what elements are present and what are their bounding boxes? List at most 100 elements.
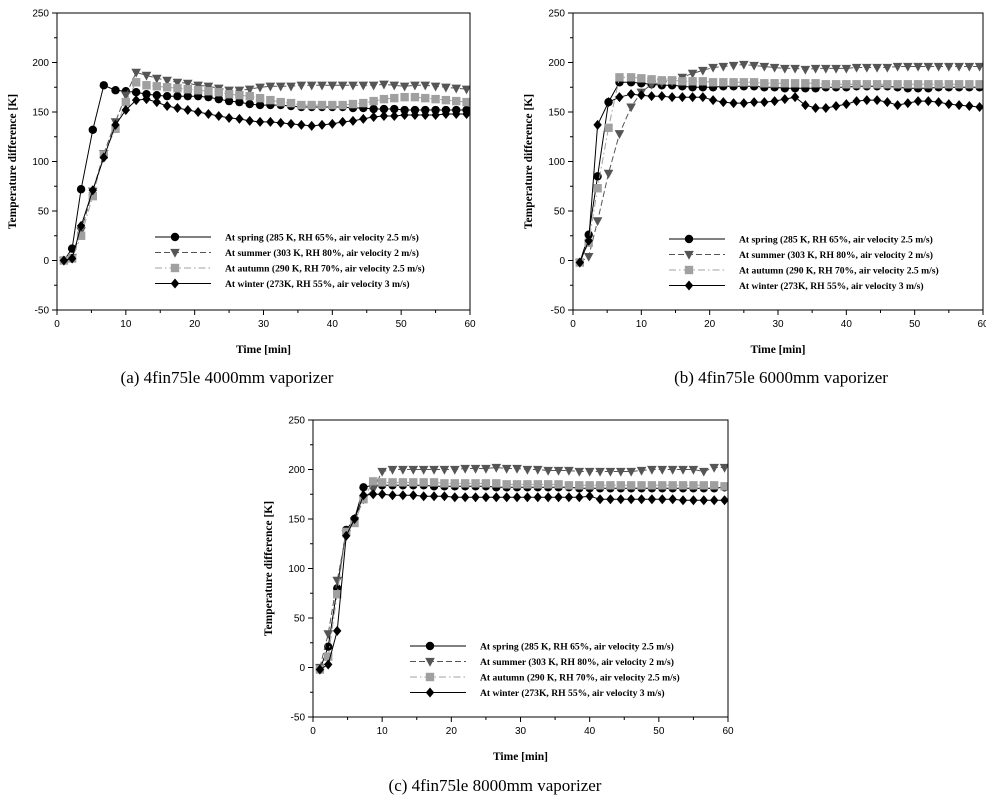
data-point-square [903,80,913,89]
data-point-triangle-down [481,464,491,474]
data-point-square [944,80,954,89]
data-point-square [297,100,306,110]
data-point-circle [88,125,97,135]
data-point-triangle-down [954,62,964,72]
data-point-diamond [286,118,296,129]
panel-b: 0 10 20 30 40 50 60 -50 0 50 100 150 200 250 Time [min… [523,9,986,388]
data-point-diamond [667,92,677,103]
data-point-diamond [338,116,347,127]
data-point-circle [390,104,399,114]
data-point-square [595,481,605,490]
data-point-triangle-down [306,81,317,91]
data-point-square [452,96,461,106]
data-point-diamond [606,494,615,505]
data-point-diamond [689,495,698,506]
data-point-diamond [245,115,254,126]
data-point-diamond [276,117,285,128]
data-point-square [492,479,501,488]
data-point-square [593,184,602,193]
data-point-triangle-down [332,576,343,586]
series-line-diamond [579,93,980,263]
data-point-diamond [944,99,954,110]
legend-marker-circle [425,641,435,651]
data-point-diamond [409,490,418,501]
data-point-triangle-down [709,463,719,473]
data-point-triangle-down [882,63,893,73]
data-point-diamond [924,96,933,107]
data-point-triangle-down [358,81,369,91]
data-point-triangle-down [182,79,193,89]
y-tick-label: 250 [32,9,49,20]
data-point-triangle-down [614,130,625,139]
data-point-triangle-down [974,62,983,72]
y-tick-label: 0 [43,256,49,267]
data-point-circle [131,88,141,97]
data-point-triangle-down [430,82,441,92]
data-point-diamond [626,494,636,505]
data-point-square [431,94,440,104]
data-point-diamond [359,113,368,124]
y-tick-label: 100 [288,564,305,575]
data-point-diamond [452,108,461,119]
data-point-square [678,481,688,490]
data-point-triangle-down [851,63,862,73]
data-point-triangle-down [933,62,944,72]
data-point-diamond [852,96,861,107]
data-point-square [419,478,428,487]
data-point-square [235,90,244,100]
y-tick-label: -50 [291,713,306,724]
data-point-square [709,481,719,490]
data-point-triangle-down [708,63,718,73]
data-point-diamond [770,96,779,107]
data-point-square [429,478,439,487]
data-point-diamond [719,97,728,108]
data-point-triangle-down [583,252,594,262]
data-point-diamond [647,91,656,102]
data-point-square [131,78,141,87]
data-point-diamond [698,92,708,103]
data-point-triangle-down [862,63,872,73]
legend-label: At summer (303 K, RH 80%, air velocity 2… [739,250,933,261]
legend-marker-diamond [684,280,694,291]
y-tick-label: 250 [548,9,565,20]
data-point-triangle-down [317,81,327,91]
data-point-circle [152,90,162,100]
data-point-triangle-down [592,217,603,227]
data-point-diamond [224,112,234,123]
data-point-square [388,478,397,487]
data-point-triangle-down [892,62,903,72]
series-line-square [579,76,980,263]
data-point-square [893,80,902,89]
legend-label: At winter (273K, RH 55%, air velocity 3 … [225,279,410,290]
data-point-diamond [59,255,69,266]
data-point-diamond [307,120,316,131]
data-point-triangle-down [657,465,668,475]
data-point-square [88,191,97,201]
data-point-diamond [883,97,892,108]
data-point-square [224,89,234,99]
data-point-triangle-down [162,76,172,86]
data-point-diamond [811,103,820,114]
data-point-diamond [523,492,532,503]
data-point-diamond [720,495,728,506]
series-line-circle [579,81,980,263]
data-point-diamond [460,492,470,503]
data-point-square [512,480,522,489]
data-point-square [183,85,192,94]
data-point-diamond [913,96,923,107]
data-point-diamond [204,108,213,119]
data-point-square [255,93,265,103]
data-point-square [76,231,86,240]
data-point-diamond [647,494,657,505]
data-point-diamond [893,100,902,111]
data-point-triangle-down [323,630,334,640]
data-point-square [121,97,131,107]
series-line-square [63,81,467,261]
x-tick-label: 20 [446,726,458,737]
data-point-triangle-down [626,467,636,477]
data-point-diamond [842,99,851,110]
data-point-diamond [368,489,378,500]
data-point-triangle-down [255,83,265,93]
data-point-diamond [193,107,203,117]
data-point-triangle-down [348,81,358,91]
